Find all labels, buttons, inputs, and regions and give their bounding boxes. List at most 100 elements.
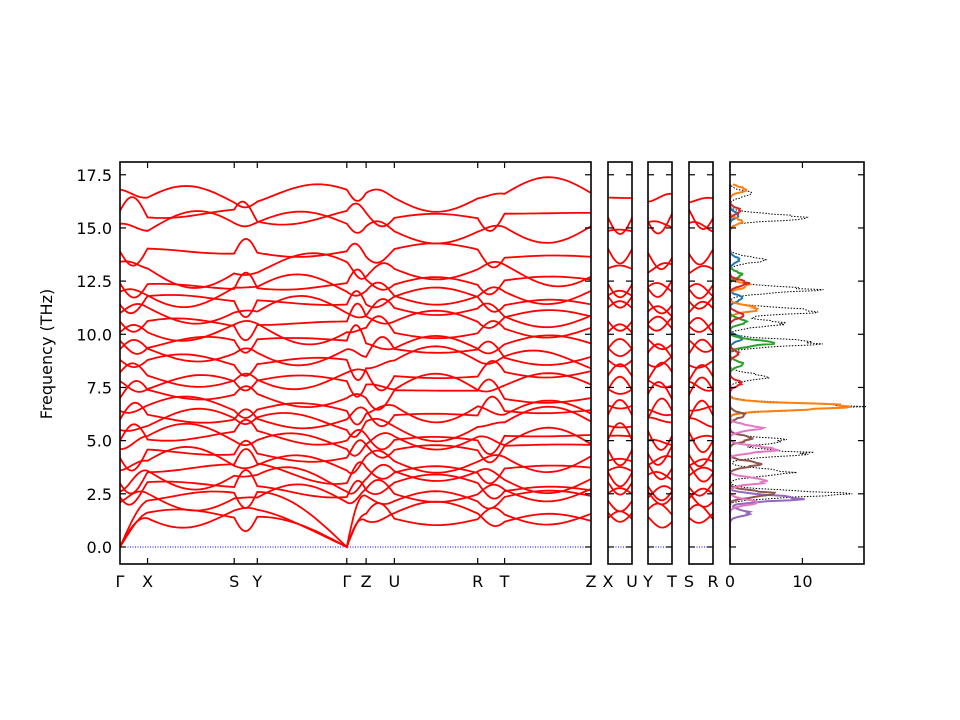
y-tick-label: 17.5 [76, 166, 112, 185]
phonon-band [119, 395, 592, 430]
phonon-band [688, 339, 714, 353]
phonon-band [607, 363, 633, 377]
phonon-band [688, 220, 714, 233]
y-tick-label: 7.5 [87, 378, 112, 397]
x-tick-label: Z [586, 572, 597, 591]
phonon-band [647, 213, 673, 235]
y-tick-label: 15.0 [76, 219, 112, 238]
phonon-band [647, 491, 673, 506]
dos-panel: 0 10 [725, 161, 867, 591]
phonon-band [688, 380, 714, 392]
x-tick-label: Z [361, 572, 372, 591]
phonon-band [119, 336, 592, 367]
phonon-band [688, 209, 714, 231]
phonon-band [647, 430, 673, 451]
panel-frame [119, 161, 592, 565]
phonon-band [119, 345, 592, 382]
phonon-band [647, 299, 673, 315]
phonon-band [119, 324, 592, 355]
phonon-band [607, 338, 633, 350]
phonon-band [647, 361, 673, 381]
x-tick-label: S [229, 572, 239, 591]
phonon-band [647, 279, 673, 298]
phonon-band [607, 404, 633, 410]
phonon-band [647, 220, 673, 229]
phonon-band [607, 512, 633, 523]
y-tick-label: 12.5 [76, 272, 112, 291]
phonon-band [607, 228, 633, 233]
phonon-band [688, 283, 714, 297]
phonon-band [647, 252, 673, 271]
phonon-band [607, 217, 633, 235]
phonon-band [607, 500, 633, 513]
dos-frame [729, 161, 865, 565]
phonon-band [119, 372, 592, 398]
phonon-band [119, 273, 592, 308]
phonon-band [607, 434, 633, 438]
x-tick-label: U [626, 572, 638, 591]
phonon-band [119, 378, 592, 411]
phonon-band [119, 405, 592, 443]
phonon-band [119, 448, 592, 495]
phonon-band [688, 431, 714, 453]
phonon-band [119, 359, 592, 392]
phonon-band [688, 449, 714, 468]
phonon-band [647, 305, 673, 318]
phonon-band [119, 268, 592, 299]
phonon-band [119, 286, 592, 319]
phonon-band [647, 355, 673, 368]
phonon-band [688, 492, 714, 508]
phonon-band [119, 439, 592, 472]
phonon-band [119, 478, 592, 512]
phonon-band [688, 265, 714, 275]
phonon-band [607, 457, 633, 463]
phonon-band [647, 516, 673, 529]
y-axis-label: Frequency (THz) [37, 289, 56, 419]
phonon-band [607, 196, 632, 199]
phonon-band [607, 320, 633, 332]
phonon-band [688, 463, 714, 483]
phonon-band [607, 289, 633, 297]
phonon-band [119, 395, 592, 426]
phonon-band [120, 422, 592, 457]
phonon-band [607, 283, 633, 299]
phonon-band [688, 482, 714, 497]
phonon-band [688, 405, 714, 412]
phonon-band [119, 469, 592, 506]
x-tick-label: T [666, 572, 677, 591]
phonon-band [688, 300, 714, 314]
y-tick-label: 10.0 [76, 325, 112, 344]
phonon-band [647, 338, 673, 351]
phonon-band [688, 376, 714, 396]
phonon-band [647, 416, 673, 424]
phonon-band [647, 445, 673, 466]
x-tick-label: R [707, 572, 718, 591]
phonon-band [688, 316, 714, 334]
phonon-band [607, 449, 633, 467]
panel-frame [647, 161, 673, 565]
phonon-band [688, 196, 714, 204]
phonon-band [119, 237, 592, 269]
phonon-band [688, 338, 714, 355]
phonon-band [119, 210, 592, 245]
phonon-band [688, 321, 714, 333]
phonon-band [119, 463, 592, 495]
phonon-band [647, 485, 673, 502]
phonon-band [119, 294, 592, 329]
phonon-band [647, 502, 673, 516]
phonon-band [119, 176, 592, 213]
phonon-band [119, 445, 592, 475]
phonon-band [607, 481, 633, 496]
phonon-band [607, 248, 633, 265]
phonon-band [119, 315, 592, 346]
y-tick-label: 2.5 [87, 485, 112, 504]
phonon-band [119, 489, 592, 549]
phonon-band [688, 360, 714, 369]
phonon-band [688, 458, 714, 467]
phonon-band [688, 512, 714, 524]
phonon-band [647, 455, 673, 466]
phonon-band [607, 375, 633, 391]
dos-x-tick-label: 0 [725, 572, 735, 591]
